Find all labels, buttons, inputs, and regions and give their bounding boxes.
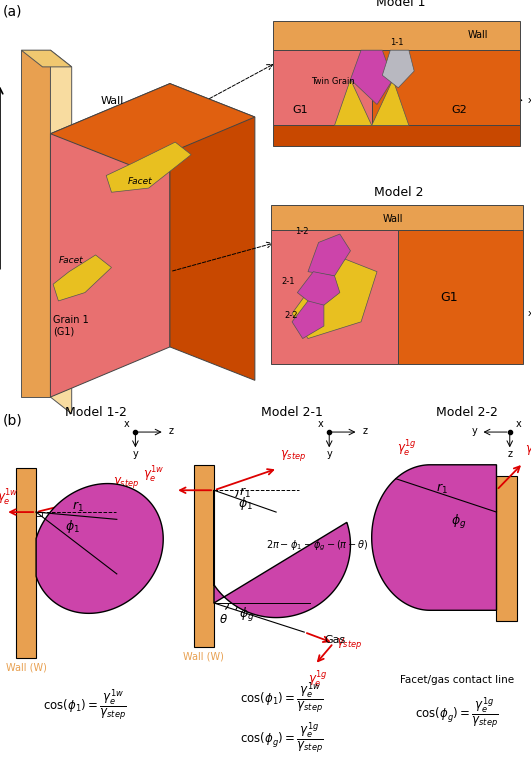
Text: $\phi_g$: $\phi_g$ (239, 606, 255, 625)
Text: $2\pi-\phi_1-\phi_g-(\pi-\theta)$: $2\pi-\phi_1-\phi_g-(\pi-\theta)$ (266, 539, 368, 553)
Text: z: z (489, 79, 493, 87)
Bar (194, 464, 214, 647)
Text: $\gamma_e^{1w}$: $\gamma_e^{1w}$ (143, 464, 165, 485)
Text: z: z (489, 292, 493, 301)
Polygon shape (292, 259, 377, 338)
Text: Model 2: Model 2 (373, 187, 423, 200)
Text: $\gamma_e^{1g}$: $\gamma_e^{1g}$ (307, 670, 328, 690)
Text: z: z (169, 426, 174, 437)
Polygon shape (372, 50, 520, 125)
Text: $\gamma_{step}$: $\gamma_{step}$ (280, 448, 307, 463)
Text: $\phi_g$: $\phi_g$ (451, 513, 467, 531)
Bar (16, 468, 36, 658)
Text: 1-2: 1-2 (295, 227, 308, 236)
Text: G1: G1 (292, 104, 307, 115)
Text: (b): (b) (3, 414, 22, 428)
Polygon shape (21, 50, 72, 67)
Text: $\phi_1$: $\phi_1$ (65, 519, 80, 536)
Text: $\cos(\phi_g)=\dfrac{\gamma_e^{1g}}{\gamma_{step}}$: $\cos(\phi_g)=\dfrac{\gamma_e^{1g}}{\gam… (239, 720, 323, 755)
Text: Facet: Facet (127, 177, 152, 186)
Text: Model 1: Model 1 (376, 0, 426, 9)
Text: 2-2: 2-2 (284, 310, 297, 320)
Polygon shape (50, 84, 255, 167)
Text: 1-1: 1-1 (390, 38, 404, 47)
Polygon shape (21, 50, 50, 397)
Text: x: x (527, 96, 531, 104)
Polygon shape (273, 21, 520, 50)
Text: Twin Grain: Twin Grain (311, 77, 354, 86)
Text: 2-1: 2-1 (281, 277, 295, 286)
Polygon shape (170, 84, 255, 380)
Text: x: x (527, 309, 531, 318)
Bar (496, 476, 517, 622)
Text: $\gamma_e^{1g}$: $\gamma_e^{1g}$ (397, 439, 417, 459)
Polygon shape (53, 255, 112, 301)
Polygon shape (36, 484, 163, 613)
Text: Model 2-1: Model 2-1 (261, 406, 323, 419)
Text: $\gamma_{step}$: $\gamma_{step}$ (113, 475, 140, 490)
Text: Grain 1
(G1): Grain 1 (G1) (53, 315, 89, 337)
Text: y: y (327, 449, 332, 459)
Text: Facet/gas contact line: Facet/gas contact line (400, 675, 513, 685)
Polygon shape (382, 50, 414, 87)
Text: $r_1$: $r_1$ (72, 500, 83, 515)
Text: $\gamma_e^{1w}$: $\gamma_e^{1w}$ (0, 488, 19, 509)
Text: Wall (W): Wall (W) (6, 663, 46, 673)
Polygon shape (50, 50, 72, 414)
Text: $\gamma_{step}$: $\gamma_{step}$ (525, 443, 531, 457)
Polygon shape (273, 125, 520, 146)
Polygon shape (292, 301, 324, 338)
Text: y: y (504, 115, 510, 123)
Text: $\gamma_{step}$: $\gamma_{step}$ (336, 635, 363, 650)
Text: z: z (507, 449, 512, 459)
Text: $r_1$: $r_1$ (239, 486, 251, 500)
Polygon shape (271, 230, 398, 364)
Text: $\theta$: $\theta$ (219, 613, 228, 626)
Text: Wall: Wall (467, 29, 488, 39)
Text: Model 2-2: Model 2-2 (436, 406, 498, 419)
Polygon shape (398, 230, 523, 364)
Text: $\cos(\phi_g)=\dfrac{\gamma_e^{1g}}{\gamma_{step}}$: $\cos(\phi_g)=\dfrac{\gamma_e^{1g}}{\gam… (415, 695, 499, 730)
Polygon shape (106, 142, 191, 192)
Text: z: z (363, 426, 367, 437)
Text: $\cos(\phi_1)=\dfrac{\gamma_e^{1w}}{\gamma_{step}}$: $\cos(\phi_1)=\dfrac{\gamma_e^{1w}}{\gam… (43, 687, 127, 722)
Polygon shape (350, 50, 393, 104)
Text: x: x (318, 419, 323, 429)
Text: G2: G2 (451, 104, 467, 115)
Polygon shape (308, 234, 350, 276)
Polygon shape (214, 490, 350, 618)
Polygon shape (372, 80, 409, 125)
Polygon shape (273, 50, 372, 125)
Text: Wall: Wall (382, 214, 403, 224)
Text: y: y (504, 327, 510, 337)
Text: $\cos(\phi_1)=\dfrac{\gamma_e^{1w}}{\gamma_{step}}$: $\cos(\phi_1)=\dfrac{\gamma_e^{1w}}{\gam… (239, 680, 323, 715)
Text: y: y (472, 426, 477, 437)
Text: $r_1$: $r_1$ (435, 481, 448, 496)
Polygon shape (271, 205, 523, 230)
Text: Wall (W): Wall (W) (184, 652, 224, 662)
Text: Gas: Gas (324, 635, 345, 645)
Text: Facet: Facet (58, 256, 83, 265)
Polygon shape (297, 272, 340, 310)
Polygon shape (335, 80, 372, 125)
Text: (a): (a) (3, 4, 22, 18)
Text: Wall: Wall (101, 97, 124, 107)
Text: $\phi_1$: $\phi_1$ (238, 495, 253, 512)
Text: y: y (133, 449, 138, 459)
Polygon shape (372, 464, 496, 610)
Text: Model 1-2: Model 1-2 (65, 406, 126, 419)
Polygon shape (50, 84, 170, 397)
Text: G1: G1 (441, 291, 458, 304)
Text: x: x (516, 419, 521, 429)
Text: x: x (124, 419, 129, 429)
